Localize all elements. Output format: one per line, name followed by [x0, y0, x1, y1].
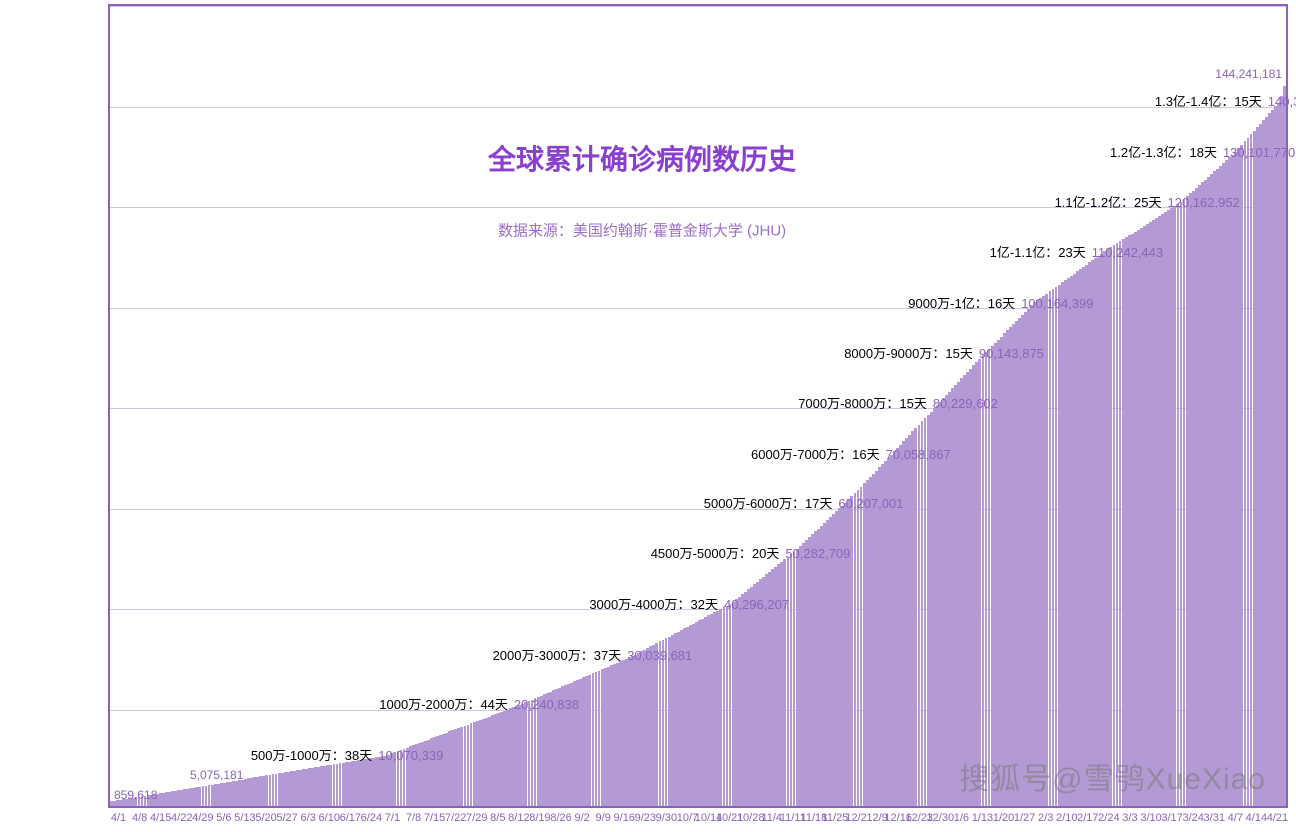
x-tick-label: 5/20: [255, 812, 276, 824]
milestone-value: 80,229,602: [933, 396, 998, 411]
x-tick-label: 7/22: [445, 812, 466, 824]
milestone-label: 7000万-8000万：15天 80,229,602: [798, 393, 998, 412]
milestone-label: 1.1亿-1.2亿：25天 120,162,952: [1055, 192, 1240, 211]
milestone-value: 20,240,838: [514, 697, 579, 712]
x-tick-label: 6/24: [361, 812, 382, 824]
x-tick-label: 6/3: [301, 812, 316, 824]
milestone-label: 3000万-4000万：32天 40,296,207: [589, 594, 789, 613]
milestone-value: 100,164,399: [1021, 296, 1093, 311]
milestone-range: 9000万-1亿：16天: [908, 296, 1015, 311]
milestone-label: 6000万-7000万：16天 70,058,867: [751, 444, 951, 463]
milestone-label: 5000万-6000万：17天 60,207,001: [704, 493, 904, 512]
milestone-label: 1.2亿-1.3亿：18天 130,101,770: [1110, 142, 1295, 161]
x-tick-label: 5/6: [216, 812, 231, 824]
x-tick-label: 1/13: [972, 812, 993, 824]
x-tick-label: 10/28: [737, 812, 765, 824]
start-value-label: 859,618: [114, 788, 157, 802]
x-tick-label: 12/2: [845, 812, 866, 824]
milestone-value: 110,242,443: [1092, 245, 1163, 260]
x-tick-label: 7/29: [466, 812, 487, 824]
x-tick-label: 6/17: [340, 812, 361, 824]
x-tick-label: 7/15: [424, 812, 445, 824]
milestone-range: 5000万-6000万：17天: [704, 496, 833, 511]
milestone-value: 70,058,867: [886, 447, 951, 462]
bar-series: [110, 6, 1286, 806]
milestone-range: 4500万-5000万：20天: [651, 546, 780, 561]
x-tick-label: 2/10: [1056, 812, 1077, 824]
milestone-value: 60,207,001: [838, 496, 903, 511]
milestone-range: 500万-1000万：38天: [251, 748, 372, 763]
milestone-range: 3000万-4000万：32天: [589, 597, 718, 612]
milestone-value: 10,070,339: [378, 748, 443, 763]
milestone-value: 50,282,709: [785, 546, 850, 561]
x-tick-label: 1/20: [993, 812, 1014, 824]
x-tick-label: 7/1: [385, 812, 400, 824]
x-tick-label: 1/6: [954, 812, 969, 824]
milestone-value: 40,296,207: [724, 597, 789, 612]
milestone-range: 7000万-8000万：15天: [798, 396, 927, 411]
x-tick-label: 4/29: [192, 812, 213, 824]
milestone-value: 130,101,770: [1223, 145, 1295, 160]
milestone-range: 8000万-9000万：15天: [844, 346, 973, 361]
x-tick-label: 5/27: [276, 812, 297, 824]
x-tick-label: 8/26: [550, 812, 571, 824]
milestone-label: 1亿-1.1亿：23天 110,242,443: [990, 242, 1163, 261]
x-tick-label: 1/27: [1014, 812, 1035, 824]
milestone-label: 2000万-3000万：37天 30,039,681: [493, 645, 693, 664]
x-tick-label: 3/10: [1140, 812, 1161, 824]
x-tick-label: 9/30: [656, 812, 677, 824]
x-tick-label: 4/15: [150, 812, 171, 824]
x-tick-label: 4/21: [1267, 812, 1288, 824]
x-tick-label: 3/24: [1182, 812, 1203, 824]
milestone-range: 1.3亿-1.4亿：15天: [1155, 94, 1262, 109]
milestone-label: 4500万-5000万：20天 50,282,709: [651, 543, 851, 562]
x-tick-label: 4/7: [1228, 812, 1243, 824]
x-tick-label: 8/19: [529, 812, 550, 824]
x-tick-label: 3/17: [1161, 812, 1182, 824]
milestone-label: 1.3亿-1.4亿：15天 140,379,953: [1155, 91, 1296, 110]
x-tick-label: 4/14: [1246, 812, 1267, 824]
x-tick-label: 2/17: [1077, 812, 1098, 824]
chart-title: 全球累计确诊病例数历史: [488, 138, 796, 178]
milestone-label: 500万-1000万：38天 10,070,339: [251, 745, 443, 764]
x-tick-label: 2/24: [1098, 812, 1119, 824]
x-tick-label: 6/10: [319, 812, 340, 824]
milestone-value: 120,162,952: [1168, 195, 1240, 210]
second-value-label: 5,075,181: [190, 768, 243, 782]
chart-container: 500万-1000万：38天 10,070,339 1000万-2000万：44天 2…: [0, 0, 1296, 832]
x-tick-label: 9/23: [635, 812, 656, 824]
x-tick-label: 12/30: [927, 812, 955, 824]
x-tick-label: 9/2: [574, 812, 589, 824]
x-tick-label: 7/8: [406, 812, 421, 824]
x-tick-label: 8/5: [490, 812, 505, 824]
milestone-range: 1亿-1.1亿：23天: [990, 245, 1086, 260]
milestone-range: 1.1亿-1.2亿：25天: [1055, 195, 1162, 210]
milestone-range: 1.2亿-1.3亿：18天: [1110, 145, 1217, 160]
x-tick-label: 3/3: [1122, 812, 1137, 824]
milestone-range: 2000万-3000万：37天: [493, 648, 622, 663]
x-tick-label: 5/13: [234, 812, 255, 824]
milestone-value: 30,039,681: [627, 648, 692, 663]
x-tick-label: 8/12: [508, 812, 529, 824]
x-tick-label: 4/8: [132, 812, 147, 824]
milestone-range: 1000万-2000万：44天: [379, 697, 508, 712]
milestone-value: 90,143,875: [979, 346, 1044, 361]
milestone-value: 140,379,953: [1268, 94, 1296, 109]
x-tick-label: 9/16: [614, 812, 635, 824]
bar: [1283, 86, 1286, 806]
milestone-range: 6000万-7000万：16天: [751, 447, 880, 462]
x-tick-label: 2/3: [1038, 812, 1053, 824]
x-tick-label: 9/9: [596, 812, 611, 824]
milestone-label: 1000万-2000万：44天 20,240,838: [379, 694, 579, 713]
chart-subtitle: 数据来源：美国约翰斯·霍普金斯大学 (JHU): [498, 220, 786, 241]
x-tick-label: 3/31: [1204, 812, 1225, 824]
plot-area: 500万-1000万：38天 10,070,339 1000万-2000万：44天 2…: [108, 4, 1288, 808]
milestone-label: 8000万-9000万：15天 90,143,875: [844, 343, 1044, 362]
x-tick-label: 4/1: [111, 812, 126, 824]
end-value-label: 144,241,181: [1215, 67, 1282, 81]
x-tick-label: 11/25: [822, 812, 849, 824]
milestone-label: 9000万-1亿：16天 100,164,399: [908, 293, 1093, 312]
x-tick-label: 4/22: [171, 812, 192, 824]
